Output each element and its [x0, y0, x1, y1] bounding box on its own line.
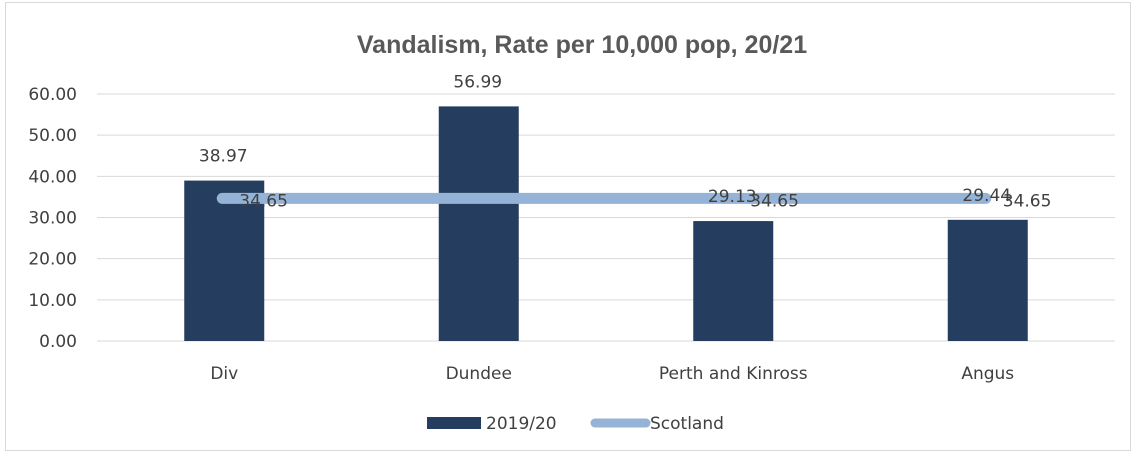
y-tick-label: 20.00	[28, 250, 77, 270]
y-tick-label: 10.00	[28, 291, 77, 311]
y-axis-ticks: 0.00 10.00 20.00 30.00 40.00 50.00 60.00	[28, 85, 77, 352]
chart-title: Vandalism, Rate per 10,000 pop, 20/21	[357, 31, 807, 59]
legend-swatch-bar	[427, 417, 481, 429]
bar-series	[184, 106, 1028, 341]
line-data-label: 34.65	[750, 191, 799, 211]
y-tick-label: 60.00	[28, 85, 77, 105]
bar	[693, 221, 773, 341]
legend-label: 2019/20	[486, 414, 557, 434]
line-data-label: 34.65	[1003, 191, 1052, 211]
y-tick-label: 40.00	[28, 167, 77, 187]
y-tick-label: 30.00	[28, 209, 77, 229]
x-tick-label: Div	[210, 364, 238, 384]
y-tick-label: 0.00	[39, 332, 77, 352]
bar-data-label: 56.99	[453, 72, 502, 92]
bar	[439, 106, 519, 341]
x-tick-label: Perth and Kinross	[659, 364, 808, 384]
x-tick-label: Angus	[961, 364, 1014, 384]
legend: 2019/20 Scotland	[427, 414, 724, 434]
y-tick-label: 50.00	[28, 126, 77, 146]
x-axis-ticks: Div Dundee Perth and Kinross Angus	[210, 364, 1014, 384]
bar	[948, 220, 1028, 341]
bar-data-label: 38.97	[199, 147, 248, 167]
legend-label: Scotland	[650, 414, 724, 434]
line-data-label: 34.65	[239, 191, 288, 211]
x-tick-label: Dundee	[446, 364, 512, 384]
